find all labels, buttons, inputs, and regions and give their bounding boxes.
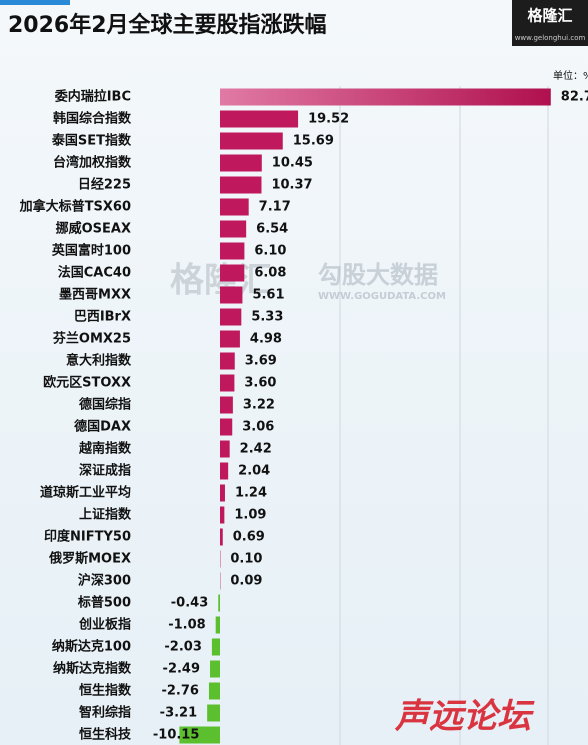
category-label: 德国DAX — [74, 419, 131, 435]
bar — [220, 286, 243, 304]
bar — [220, 220, 247, 238]
logo-url: www.gelonghui.com — [515, 34, 586, 42]
bar — [220, 110, 299, 128]
value-label: 0.10 — [230, 552, 262, 567]
value-label: 15.69 — [293, 134, 334, 149]
bar — [220, 528, 223, 546]
category-label: 委内瑞拉IBC — [54, 89, 131, 105]
category-label: 上证指数 — [79, 507, 132, 523]
category-label: 法国CAC40 — [58, 265, 131, 281]
value-label: 7.17 — [259, 200, 291, 215]
category-label: 沪深300 — [78, 573, 131, 589]
category-label: 意大利指数 — [66, 353, 132, 369]
bar — [220, 396, 233, 414]
value-label: -2.49 — [163, 662, 200, 677]
category-label: 墨西哥MXX — [59, 287, 131, 303]
bar — [220, 308, 242, 326]
category-label: 纳斯达克100 — [52, 639, 131, 655]
value-label: 3.06 — [242, 420, 274, 435]
value-label: -3.21 — [160, 706, 197, 721]
logo-box — [512, 0, 588, 46]
value-label: 0.09 — [230, 574, 262, 589]
category-label: 越南指数 — [78, 441, 132, 457]
value-label: 3.60 — [244, 376, 276, 391]
value-label: 2.04 — [238, 464, 270, 479]
bar — [220, 242, 245, 260]
bar — [218, 594, 220, 612]
value-label: -1.08 — [168, 618, 205, 633]
value-label: 3.22 — [243, 398, 275, 413]
bar — [220, 506, 225, 524]
category-label: 创业板指 — [78, 617, 131, 633]
value-label: 5.33 — [251, 310, 283, 325]
value-label: 4.98 — [250, 332, 282, 347]
category-label: 道琼斯工业平均 — [40, 485, 131, 501]
category-label: 恒生指数 — [79, 683, 132, 699]
category-label: 英国富时100 — [51, 243, 131, 259]
value-label: 10.45 — [272, 156, 313, 171]
value-label: 19.52 — [308, 112, 349, 127]
bar — [208, 682, 220, 700]
category-label: 标普500 — [77, 595, 131, 611]
value-label: 1.09 — [234, 508, 266, 523]
top-accent — [0, 0, 70, 5]
bar — [207, 704, 220, 722]
category-label: 纳斯达克指数 — [53, 661, 132, 677]
category-label: 韩国综合指数 — [53, 111, 132, 127]
bar — [220, 176, 262, 194]
bar — [220, 264, 245, 282]
value-label: -2.03 — [164, 640, 201, 655]
value-label: 1.24 — [235, 486, 267, 501]
unit-label: 单位：% — [553, 69, 588, 82]
bar — [220, 198, 249, 216]
bar — [220, 352, 235, 370]
value-label: 0.69 — [233, 530, 265, 545]
value-label: 6.10 — [254, 244, 286, 259]
value-label: 2.42 — [240, 442, 272, 457]
bar — [220, 484, 225, 502]
logo-name: 格隆汇 — [527, 7, 572, 25]
category-label: 智利综指 — [79, 705, 131, 721]
category-label: 恒生科技 — [79, 727, 132, 743]
value-label: -10.15 — [153, 728, 200, 743]
bar — [220, 154, 262, 172]
chart-title: 2026年2月全球主要股指涨跌幅 — [8, 12, 327, 38]
value-label: -2.76 — [161, 684, 198, 699]
bar — [220, 132, 283, 150]
bar — [220, 418, 233, 436]
category-label: 芬兰OMX25 — [52, 331, 131, 347]
category-label: 日经225 — [78, 177, 131, 193]
watermark: 声远论坛 — [394, 697, 535, 737]
value-label: 6.08 — [254, 266, 286, 281]
value-label: 6.54 — [256, 222, 288, 237]
category-label: 印度NIFTY50 — [44, 529, 131, 545]
bar — [220, 462, 229, 480]
bar — [220, 330, 240, 348]
value-label: -0.43 — [171, 596, 208, 611]
bar — [210, 660, 220, 678]
category-label: 台湾加权指数 — [53, 155, 132, 171]
value-label: 10.37 — [271, 178, 312, 193]
bar — [215, 616, 220, 634]
category-label: 德国综指 — [79, 397, 131, 413]
bar — [220, 88, 551, 106]
value-label: 3.69 — [245, 354, 277, 369]
category-label: 巴西IBrX — [74, 310, 131, 325]
watermark: 勾股大数据 — [318, 261, 438, 289]
category-label: 欧元区STOXX — [43, 375, 131, 391]
category-label: 俄罗斯MOEX — [48, 551, 131, 567]
bar — [211, 638, 220, 656]
category-label: 加拿大标普TSX60 — [19, 199, 131, 215]
bar — [220, 440, 230, 458]
bar — [220, 374, 235, 392]
watermark: WWW.GOGUDATA.COM — [318, 291, 446, 302]
category-label: 挪威OSEAX — [56, 221, 131, 237]
bar — [179, 726, 220, 744]
value-label: 82.7 — [561, 90, 588, 105]
category-label: 深证成指 — [79, 463, 131, 479]
value-label: 5.61 — [252, 288, 284, 303]
category-label: 泰国SET指数 — [51, 133, 132, 149]
